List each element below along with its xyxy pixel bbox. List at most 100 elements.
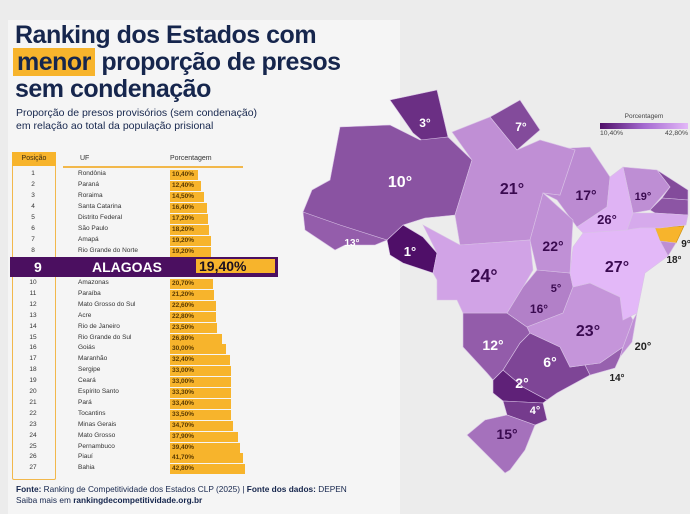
subtitle-line-2: em relação ao total da população prision… (16, 120, 214, 132)
row-bar (170, 225, 210, 235)
title-line-3: sem condenação (15, 75, 211, 103)
legend-max: 42,80% (664, 130, 688, 137)
row-position: 5 (31, 214, 35, 221)
row-uf: Minas Gerais (78, 420, 117, 428)
row-bar (170, 366, 231, 377)
row-position: 24 (29, 431, 37, 439)
row-position: 19 (29, 377, 37, 385)
data-source-text: DEPEN (315, 484, 347, 494)
row-position: 22 (29, 409, 37, 417)
row-uf: Distrito Federal (78, 214, 123, 221)
row-uf: Mato Grosso (78, 431, 116, 439)
row-position: 26 (29, 453, 37, 461)
row-uf: Rio Grande do Sul (78, 333, 132, 341)
map-rank-label: 9° (681, 239, 690, 250)
highlight-uf: ALAGOAS (92, 259, 162, 275)
row-position: 1 (31, 170, 35, 177)
row-bar (170, 289, 214, 300)
row-bar (170, 311, 216, 322)
map-rank-label: 27° (605, 259, 629, 276)
row-uf: Santa Catarina (78, 203, 122, 210)
map-state-para (451, 116, 576, 246)
row-uf: Amapá (78, 236, 99, 243)
map-rank-label: 6° (543, 354, 556, 370)
row-bar (170, 420, 234, 431)
map-rank-label: 16° (530, 302, 548, 316)
row-value: 14,50% (172, 193, 195, 200)
row-uf: Goiás (78, 344, 95, 352)
title-highlight: menor (13, 48, 95, 76)
row-bar (170, 214, 208, 224)
map-rank-label: 15° (496, 426, 517, 442)
title-line-2-text: proporção de presos (94, 48, 341, 76)
row-uf: Acre (78, 311, 92, 319)
map-rank-label: 19° (635, 191, 652, 203)
row-position: 8 (31, 247, 35, 254)
row-value: 39,40% (172, 443, 195, 451)
row-value: 18,20% (172, 226, 195, 233)
map-state-tocantins (529, 192, 574, 274)
row-value: 10,40% (172, 171, 195, 178)
source-text: Ranking de Competitividade dos Estados C… (41, 484, 247, 494)
row-value: 34,70% (172, 421, 195, 429)
row-uf: Tocantins (78, 409, 106, 417)
map-state-mato-grosso (422, 224, 534, 314)
subtitle-line-1: Proporção de presos provisórios (sem con… (16, 107, 258, 119)
subtitle: Proporção de presos provisórios (sem con… (16, 107, 257, 133)
row-bar (170, 388, 232, 398)
row-value: 30,00% (172, 345, 195, 353)
row-position: 12 (29, 300, 37, 308)
row-value: 26,80% (172, 334, 195, 342)
row-bar (170, 247, 211, 257)
row-value: 33,30% (172, 389, 195, 396)
more-info-text: Saiba mais em (16, 495, 74, 505)
row-uf: Rondônia (78, 170, 106, 177)
row-value: 23,50% (172, 323, 195, 331)
map-rank-label: 7° (515, 120, 527, 134)
row-uf: Maranhão (78, 355, 108, 363)
row-bar (170, 431, 238, 442)
map-rank-label: 12° (482, 337, 503, 353)
row-uf: Paraíba (78, 289, 101, 297)
map-rank-label: 24° (470, 266, 497, 286)
row-position: 15 (29, 333, 37, 341)
row-bar (170, 442, 241, 453)
map-state-amazonas (302, 124, 473, 241)
row-uf: Amazonas (78, 279, 109, 286)
title-line-1: Ranking dos Estados com (15, 21, 317, 49)
row-value: 33,00% (172, 367, 195, 375)
row-position: 6 (31, 225, 35, 232)
map-rank-label: 10° (388, 174, 412, 191)
row-value: 21,20% (172, 290, 195, 298)
row-position: 11 (29, 289, 37, 297)
row-position: 17 (29, 355, 37, 363)
highlight-position: 9 (34, 259, 42, 275)
row-position: 3 (31, 192, 35, 199)
row-uf: Ceará (78, 377, 96, 385)
row-position: 23 (29, 420, 37, 428)
map-rank-label: 17° (575, 187, 596, 203)
map-state-acre (302, 211, 388, 251)
header-percent: Porcentagem (170, 155, 212, 162)
row-value: 42,80% (172, 465, 195, 473)
highlight-row-alagoas: 9 ALAGOAS 19,40% (10, 257, 278, 277)
map-rank-label: 21° (500, 181, 524, 198)
map-rank-label: 13° (344, 238, 359, 249)
row-position: 14 (29, 322, 37, 330)
row-uf: Espírito Santo (78, 388, 119, 395)
highlight-value: 19,40% (196, 259, 275, 274)
map-rank-label: 5° (551, 283, 562, 295)
row-position: 7 (31, 236, 35, 243)
row-value: 20,70% (172, 280, 195, 287)
map-rank-label: 23° (576, 323, 600, 340)
legend-gradient (600, 123, 688, 129)
row-bar (170, 398, 232, 409)
row-uf: Pará (78, 398, 92, 406)
row-bar (170, 464, 245, 475)
row-bar (170, 322, 217, 333)
map-rank-label: 20° (635, 341, 652, 353)
more-info-link[interactable]: rankingdecompetitividade.org.br (73, 495, 203, 505)
row-value: 22,80% (172, 312, 195, 320)
row-bar (170, 203, 207, 213)
row-value: 33,50% (172, 410, 195, 418)
